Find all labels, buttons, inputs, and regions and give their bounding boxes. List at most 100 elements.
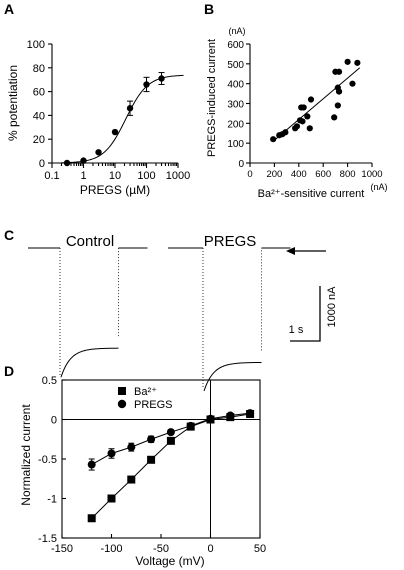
data-point-circle [206,414,215,423]
panel-label-d: D [4,363,14,379]
y-tick-label: 0 [238,159,244,170]
data-point [63,159,71,167]
correlation-axes: 0 200 400 600 800 1000 0 100 200 300 400 500 600 [227,40,382,180]
y-tick-label: -1.5 [38,533,57,545]
dose-response-marks [61,72,184,167]
x-tick-label: 600 [315,169,331,180]
panel-label-b: B [204,1,214,17]
x-tick-label: 400 [291,169,307,180]
y-tick-label: -0.5 [38,454,57,466]
data-point-square [107,494,116,503]
iv-chart: -150 -100 -50 0 50-1.5-1-0.500.5 Ba²⁺ PREGS … [19,375,266,568]
legend-circle-marker [117,399,127,409]
trace-current-control [60,347,119,378]
y-tick-label: -1 [47,494,57,506]
data-point-circle [246,409,255,418]
y-tick-label: 0 [51,415,57,427]
data-point [300,104,307,111]
arrow-icon [286,247,326,255]
legend-square-marker [118,387,126,395]
correlation-x-axis-label: Ba²⁺-sensitive current [258,188,365,200]
data-point-circle [166,428,175,437]
data-point-square [166,436,175,445]
y-tick-label: 20 [33,134,45,146]
y-tick-label: 300 [227,100,244,111]
current-traces: Control PREGS 1 s 1000 nA [28,233,338,392]
data-point-circle [186,421,195,430]
x-tick-label: 1 [80,170,86,182]
x-tick-label: 800 [340,169,356,180]
x-tick-label: 10 [109,170,121,182]
x-tick-label: 50 [254,543,266,555]
y-tick-label: 200 [227,119,244,130]
y-tick-label: 80 [33,63,45,75]
data-point [354,59,361,66]
data-point [334,102,341,109]
data-point-circle [107,449,116,458]
iv-y-axis-label: Normalized current [19,404,33,506]
x-tick-label: 100 [137,170,155,182]
data-point [344,58,351,65]
y-tick-label: 100 [227,139,244,150]
correlation-y-axis-unit: (nA) [228,26,245,36]
scale-bar-current-label: 1000 nA [326,286,338,328]
y-tick-label: 500 [227,60,244,71]
x-tick-label: 0.1 [44,170,59,182]
y-tick-label: 100 [27,39,45,51]
data-point [307,96,315,103]
regression-line [274,67,361,141]
x-tick-label: 0 [247,169,252,180]
dose-response-y-axis-label: % potentiation [6,65,20,141]
legend-series-ba: Ba²⁺ [134,386,157,398]
correlation-chart: 0 200 400 600 800 1000 0 100 200 300 400 500 600 Ba²… [206,26,388,200]
x-tick-label: 0 [207,543,213,555]
scale-bar: 1 s 1000 nA [289,286,338,342]
hill-fit-line [61,74,184,164]
data-point-circle [226,411,235,420]
data-point-circle [127,443,136,452]
data-point [282,129,289,136]
x-tick-label: 1000 [361,169,382,180]
correlation-y-axis-label: PREGS-induced current [206,39,218,157]
data-point [126,105,134,112]
trace-label-control: Control [66,233,114,250]
data-point-square [127,475,136,484]
iv-x-axis-label: Voltage (mV) [135,554,204,568]
x-tick-label: 1000 [166,170,190,182]
correlation-marks [270,58,361,143]
x-tick-label: -100 [100,543,122,555]
trace-current-pregs [203,361,262,392]
data-point [304,113,311,120]
data-point [95,149,102,156]
data-point [335,68,343,75]
data-point [270,136,277,143]
data-point [349,80,356,87]
data-point [293,123,301,130]
x-tick-label: 200 [266,169,282,180]
data-point [299,118,306,125]
data-point [335,88,343,95]
legend-series-pregs: PREGS [134,399,173,411]
dose-response-chart: 0.1 1 10 100 1000 0 20 40 60 80 100 PREGS (µM) % p… [6,39,190,197]
dose-response-x-axis-label: PREGS (µM) [80,183,150,197]
data-point-circle [87,460,96,469]
y-tick-label: 0 [39,158,45,170]
y-tick-label: 60 [33,87,45,99]
data-point-square [87,514,96,523]
data-point-circle [147,435,156,444]
data-point [111,128,119,136]
y-tick-label: 40 [33,110,45,122]
scale-bar-time-label: 1 s [289,324,304,336]
dose-response-axes: 0.1 1 10 100 1000 0 20 40 60 80 100 [27,39,191,182]
current-trace-marks [28,247,291,392]
y-tick-label: 0.5 [42,375,57,387]
data-point [143,81,150,88]
iv-axes: -150 -100 -50 0 50 -1.5 -1 -0.5 0 0.5 [38,375,266,555]
x-tick-label: -150 [51,543,73,555]
iv-legend: Ba²⁺ PREGS [117,386,173,411]
data-point [80,157,87,164]
data-point [158,75,165,82]
trace-label-pregs: PREGS [204,233,257,250]
panel-label-c: C [4,227,14,243]
data-point [306,125,313,132]
